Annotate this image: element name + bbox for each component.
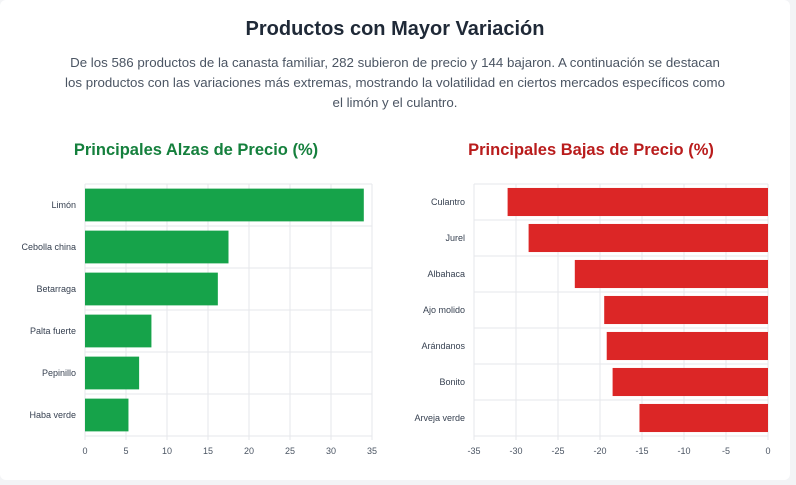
increase-x-tick-label: 10 — [162, 446, 172, 456]
decrease-x-tick-label: -20 — [593, 446, 606, 456]
increase-x-tick-label: 35 — [367, 446, 377, 456]
decrease-bar — [639, 403, 768, 433]
increase-x-tick-label: 30 — [326, 446, 336, 456]
decrease-bar — [606, 331, 768, 361]
increase-bar — [85, 230, 229, 264]
increase-bar — [85, 272, 218, 306]
page-title: Productos con Mayor Variación — [245, 18, 545, 40]
chart-title-decreases: Principales Bajas de Precio (%) — [468, 141, 714, 159]
decrease-category-label: Ajo molido — [423, 305, 465, 315]
decrease-category-label: Albahaca — [427, 269, 465, 279]
increase-bar — [85, 314, 152, 348]
increase-x-tick-label: 0 — [82, 446, 87, 456]
decrease-category-label: Arándanos — [421, 341, 465, 351]
decrease-x-tick-label: -30 — [509, 446, 522, 456]
decrease-x-tick-label: -35 — [467, 446, 480, 456]
increase-x-tick-label: 25 — [285, 446, 295, 456]
decrease-bar — [612, 367, 768, 397]
increases-bar-chart: 0 5 10 15 20 25 30 35 Limón Cebolla china Betarrag… — [21, 183, 377, 456]
increase-category-label: Betarraga — [36, 284, 76, 294]
decrease-x-tick-label: -25 — [551, 446, 564, 456]
increase-bar — [85, 398, 129, 432]
increase-category-label: Limón — [51, 200, 76, 210]
decrease-category-label: Bonito — [439, 377, 465, 387]
decrease-bar — [604, 295, 768, 325]
increase-category-label: Haba verde — [29, 410, 76, 420]
chart-title-increases: Principales Alzas de Precio (%) — [73, 141, 319, 159]
decrease-category-label: Culantro — [431, 197, 465, 207]
increase-category-label: Palta fuerte — [30, 326, 76, 336]
decrease-x-tick-label: 0 — [765, 446, 770, 456]
page-description: De los 586 productos de la canasta famil… — [65, 55, 725, 110]
decrease-x-tick-label: -10 — [677, 446, 690, 456]
decrease-category-label: Arveja verde — [414, 413, 465, 423]
decrease-x-tick-label: -15 — [635, 446, 648, 456]
increase-bar — [85, 356, 140, 390]
increase-category-label: Cebolla china — [21, 242, 76, 252]
increase-category-label: Pepinillo — [42, 368, 76, 378]
increase-x-tick-label: 15 — [203, 446, 213, 456]
decrease-category-label: Jurel — [445, 233, 465, 243]
increase-bar — [85, 188, 364, 222]
increase-x-tick-label: 5 — [123, 446, 128, 456]
increase-x-tick-label: 20 — [244, 446, 254, 456]
decrease-bar — [574, 259, 768, 289]
decrease-x-tick-label: -5 — [722, 446, 730, 456]
decrease-bar — [528, 223, 768, 253]
decrease-bar — [507, 187, 768, 217]
